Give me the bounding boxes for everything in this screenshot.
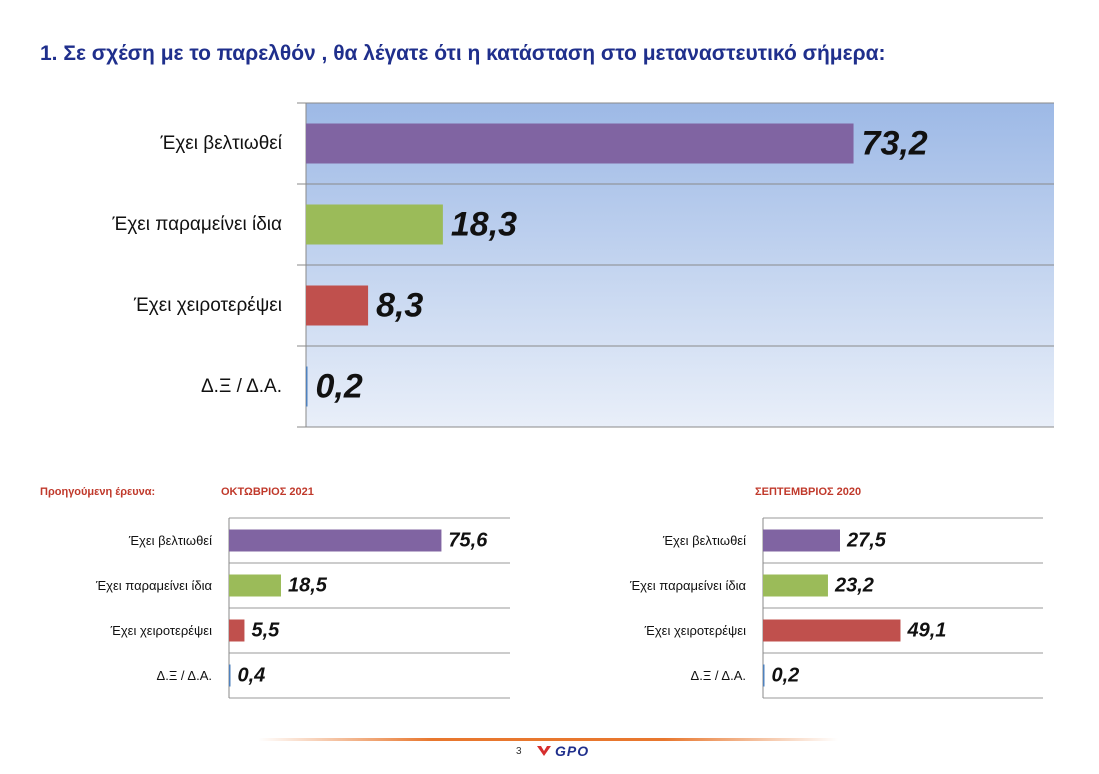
page-title: 1. Σε σχέση με το παρελθόν , θα λέγατε ό…: [40, 42, 886, 65]
oct2021-bar: [229, 529, 442, 552]
sep2020-value-label: 23,2: [834, 575, 874, 597]
page-number: 3: [516, 746, 522, 757]
sep2020-category-label: Έχει χειροτερέψει: [644, 623, 746, 638]
oct2021-value-label: 18,5: [288, 575, 328, 597]
sep2020-value-label: 49,1: [906, 620, 946, 642]
september-2020-title: ΣΕΠΤΕΜΒΡΙΟΣ 2020: [755, 486, 862, 498]
sep2020-bar: [763, 574, 828, 597]
gpo-logo-text: GPO: [555, 743, 590, 759]
main-bar: [306, 123, 854, 164]
main-bar: [306, 366, 308, 407]
main-category-label: Έχει χειροτερέψει: [133, 295, 282, 316]
oct2021-category-label: Έχει βελτιωθεί: [128, 533, 212, 548]
sep2020-bar: [763, 529, 840, 552]
main-value-label: 8,3: [376, 287, 423, 325]
sep2020-bar: [763, 664, 765, 687]
sep2020-bar: [763, 619, 901, 642]
main-category-label: Δ.Ξ / Δ.Α.: [201, 376, 282, 397]
main-value-label: 0,2: [316, 368, 363, 406]
oct2021-value-label: 5,5: [251, 620, 280, 642]
main-bar: [306, 204, 443, 245]
oct2021-bar: [229, 574, 281, 597]
previous-survey-label: Προηγούμενη έρευνα:: [40, 486, 156, 498]
sep2020-category-label: Έχει βελτιωθεί: [662, 533, 746, 548]
main-category-label: Έχει παραμείνει ίδια: [111, 214, 282, 235]
main-value-label: 18,3: [451, 206, 517, 244]
october-2021-title: ΟΚΤΩΒΡΙΟΣ 2021: [221, 486, 314, 498]
oct2021-value-label: 75,6: [448, 530, 488, 552]
oct2021-value-label: 0,4: [238, 665, 266, 687]
gpo-logo: GPO: [536, 743, 589, 759]
sep2020-category-label: Δ.Ξ / Δ.Α.: [691, 668, 746, 683]
footer-line: [258, 738, 838, 741]
oct2021-category-label: Έχει παραμείνει ίδια: [95, 578, 213, 593]
sep2020-category-label: Έχει παραμείνει ίδια: [629, 578, 747, 593]
oct2021-bar: [229, 619, 245, 642]
main-category-label: Έχει βελτιωθεί: [159, 133, 282, 154]
main-bar: [306, 285, 369, 326]
oct2021-category-label: Δ.Ξ / Δ.Α.: [157, 668, 212, 683]
sep2020-value-label: 0,2: [772, 665, 800, 687]
oct2021-category-label: Έχει χειροτερέψει: [110, 623, 212, 638]
sep2020-value-label: 27,5: [846, 530, 887, 552]
oct2021-bar: [229, 664, 231, 687]
gpo-logo-icon: [537, 746, 551, 756]
main-value-label: 73,2: [862, 125, 928, 163]
